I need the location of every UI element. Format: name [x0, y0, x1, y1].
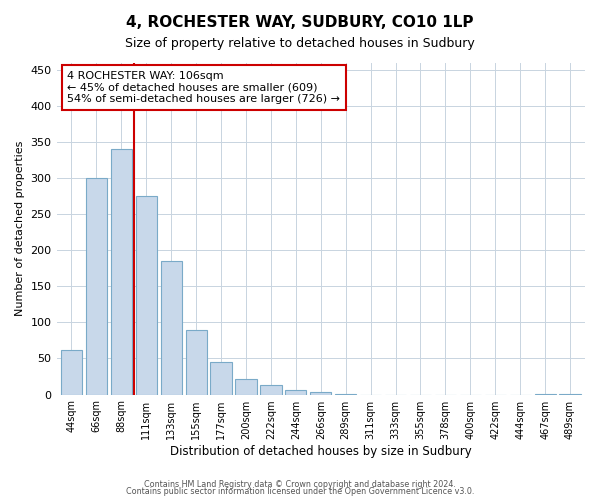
Bar — [235, 378, 257, 394]
X-axis label: Distribution of detached houses by size in Sudbury: Distribution of detached houses by size … — [170, 444, 472, 458]
Bar — [86, 178, 107, 394]
Bar — [260, 385, 281, 394]
Text: 4 ROCHESTER WAY: 106sqm
← 45% of detached houses are smaller (609)
54% of semi-d: 4 ROCHESTER WAY: 106sqm ← 45% of detache… — [67, 71, 340, 104]
Text: 4, ROCHESTER WAY, SUDBURY, CO10 1LP: 4, ROCHESTER WAY, SUDBURY, CO10 1LP — [126, 15, 474, 30]
Bar — [310, 392, 331, 394]
Bar — [185, 330, 207, 394]
Bar — [285, 390, 307, 394]
Text: Contains HM Land Registry data © Crown copyright and database right 2024.: Contains HM Land Registry data © Crown c… — [144, 480, 456, 489]
Y-axis label: Number of detached properties: Number of detached properties — [15, 141, 25, 316]
Text: Contains public sector information licensed under the Open Government Licence v3: Contains public sector information licen… — [126, 487, 474, 496]
Bar — [136, 196, 157, 394]
Bar — [211, 362, 232, 394]
Text: Size of property relative to detached houses in Sudbury: Size of property relative to detached ho… — [125, 38, 475, 51]
Bar — [111, 149, 132, 394]
Bar — [161, 261, 182, 394]
Bar — [61, 350, 82, 395]
